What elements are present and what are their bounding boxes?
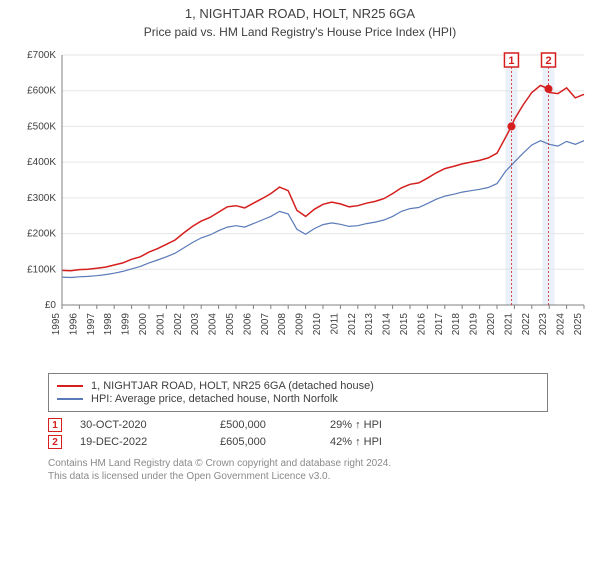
legend-label: 1, NIGHTJAR ROAD, HOLT, NR25 6GA (detach… bbox=[91, 380, 374, 392]
marker-date: 19-DEC-2022 bbox=[80, 436, 220, 448]
chart-footer: Contains HM Land Registry data © Crown c… bbox=[48, 457, 600, 483]
svg-text:1995: 1995 bbox=[51, 313, 62, 336]
svg-text:2007: 2007 bbox=[260, 313, 271, 336]
svg-text:£500K: £500K bbox=[27, 121, 56, 132]
svg-text:2002: 2002 bbox=[173, 313, 184, 336]
chart-subtitle: Price paid vs. HM Land Registry's House … bbox=[0, 25, 600, 39]
svg-text:£600K: £600K bbox=[27, 86, 56, 97]
legend-swatch bbox=[57, 398, 83, 400]
svg-text:2001: 2001 bbox=[155, 313, 166, 336]
marker-price: £605,000 bbox=[220, 436, 330, 448]
svg-text:2016: 2016 bbox=[416, 313, 427, 336]
svg-text:2022: 2022 bbox=[521, 313, 532, 336]
legend-item: 1, NIGHTJAR ROAD, HOLT, NR25 6GA (detach… bbox=[57, 380, 539, 392]
svg-text:2015: 2015 bbox=[399, 313, 410, 336]
svg-text:2020: 2020 bbox=[486, 313, 497, 336]
svg-text:1: 1 bbox=[508, 55, 514, 67]
svg-text:2013: 2013 bbox=[364, 313, 375, 336]
marker-pct: 29% ↑ HPI bbox=[330, 419, 450, 431]
svg-text:2003: 2003 bbox=[190, 313, 201, 336]
svg-text:2024: 2024 bbox=[556, 313, 567, 336]
svg-text:2018: 2018 bbox=[451, 313, 462, 336]
footer-line: This data is licensed under the Open Gov… bbox=[48, 470, 600, 483]
svg-text:2009: 2009 bbox=[295, 313, 306, 336]
legend-swatch bbox=[57, 385, 83, 387]
svg-text:2006: 2006 bbox=[242, 313, 253, 336]
legend-label: HPI: Average price, detached house, Nort… bbox=[91, 393, 338, 405]
svg-text:£300K: £300K bbox=[27, 193, 56, 204]
svg-text:£400K: £400K bbox=[27, 157, 56, 168]
svg-text:2021: 2021 bbox=[503, 313, 514, 336]
marker-detail-row: 2 19-DEC-2022 £605,000 42% ↑ HPI bbox=[48, 435, 600, 449]
svg-text:£0: £0 bbox=[45, 300, 57, 311]
marker-date: 30-OCT-2020 bbox=[80, 419, 220, 431]
chart-legend: 1, NIGHTJAR ROAD, HOLT, NR25 6GA (detach… bbox=[48, 373, 548, 412]
svg-text:2011: 2011 bbox=[329, 313, 340, 335]
svg-text:2014: 2014 bbox=[382, 313, 393, 336]
marker-detail-row: 1 30-OCT-2020 £500,000 29% ↑ HPI bbox=[48, 418, 600, 432]
svg-text:2004: 2004 bbox=[208, 313, 219, 336]
svg-text:1996: 1996 bbox=[68, 313, 79, 336]
svg-text:£100K: £100K bbox=[27, 264, 56, 275]
legend-item: HPI: Average price, detached house, Nort… bbox=[57, 393, 539, 405]
svg-text:2010: 2010 bbox=[312, 313, 323, 336]
svg-text:£200K: £200K bbox=[27, 229, 56, 240]
svg-text:1998: 1998 bbox=[103, 313, 114, 336]
svg-text:2023: 2023 bbox=[538, 313, 549, 336]
marker-badge-icon: 2 bbox=[48, 435, 62, 449]
svg-text:£700K: £700K bbox=[27, 50, 56, 61]
svg-text:2005: 2005 bbox=[225, 313, 236, 336]
marker-badge-icon: 1 bbox=[48, 418, 62, 432]
svg-text:1997: 1997 bbox=[86, 313, 97, 336]
svg-text:2008: 2008 bbox=[277, 313, 288, 336]
svg-text:2025: 2025 bbox=[573, 313, 584, 336]
chart-plot: £0 £100K £200K £300K £400K £500K £600K £700K 199… bbox=[10, 45, 590, 365]
footer-line: Contains HM Land Registry data © Crown c… bbox=[48, 457, 600, 470]
svg-text:2017: 2017 bbox=[434, 313, 445, 336]
svg-text:2019: 2019 bbox=[469, 313, 480, 336]
svg-text:2012: 2012 bbox=[347, 313, 358, 336]
marker-price: £500,000 bbox=[220, 419, 330, 431]
chart-title: 1, NIGHTJAR ROAD, HOLT, NR25 6GA bbox=[0, 6, 600, 21]
svg-text:2000: 2000 bbox=[138, 313, 149, 336]
svg-text:1999: 1999 bbox=[121, 313, 132, 336]
marker-pct: 42% ↑ HPI bbox=[330, 436, 450, 448]
svg-text:2: 2 bbox=[545, 55, 551, 67]
